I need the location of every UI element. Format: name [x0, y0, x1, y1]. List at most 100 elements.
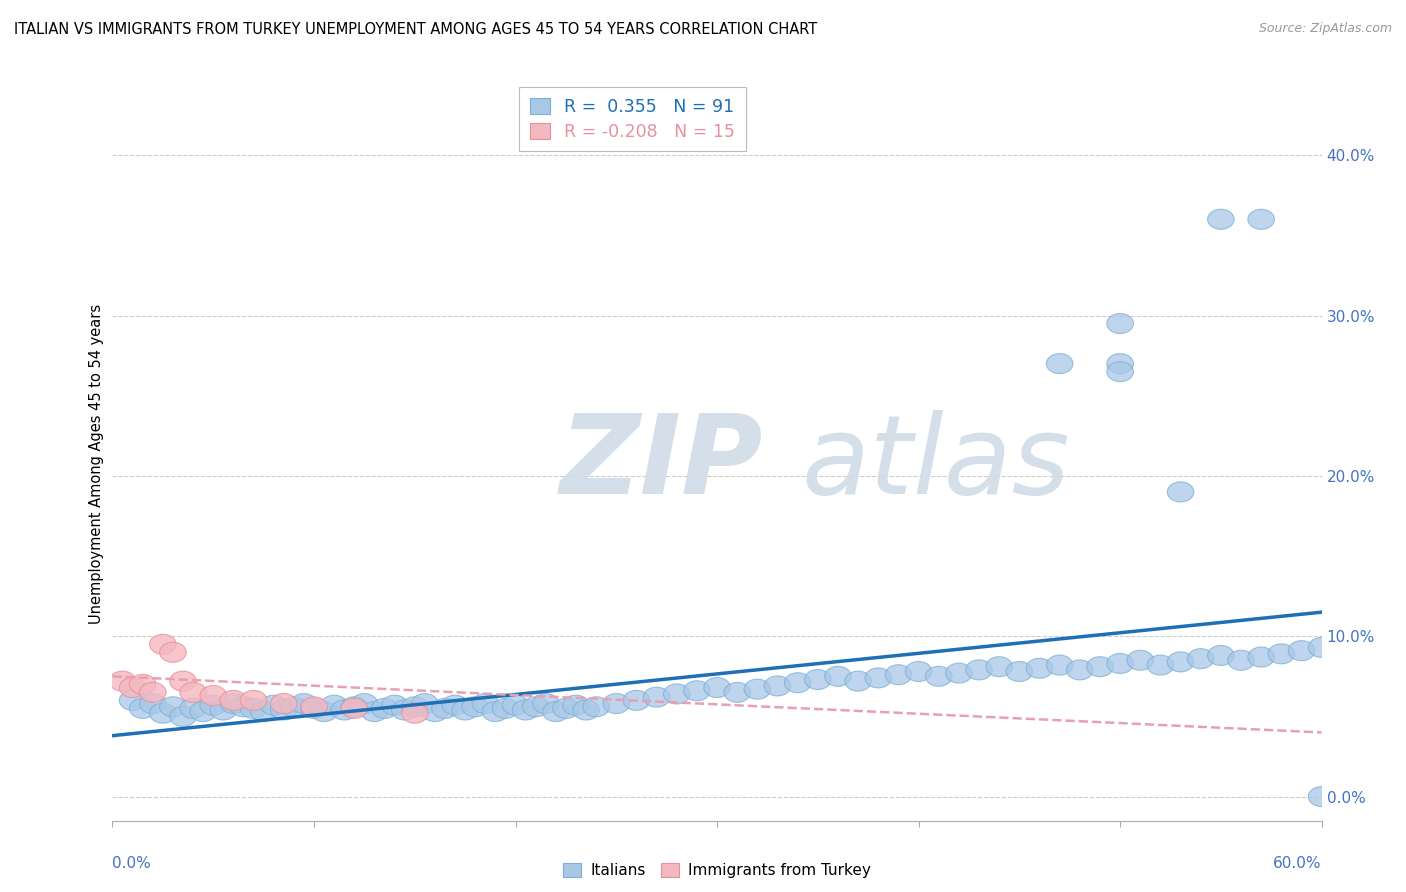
- Ellipse shape: [492, 698, 519, 718]
- Ellipse shape: [361, 702, 388, 722]
- Ellipse shape: [200, 686, 226, 706]
- Ellipse shape: [270, 694, 297, 714]
- Ellipse shape: [644, 687, 669, 707]
- Ellipse shape: [441, 695, 468, 715]
- Ellipse shape: [1227, 650, 1254, 670]
- Ellipse shape: [149, 703, 176, 723]
- Ellipse shape: [231, 697, 257, 717]
- Ellipse shape: [1309, 787, 1334, 806]
- Ellipse shape: [472, 694, 499, 714]
- Ellipse shape: [139, 682, 166, 702]
- Ellipse shape: [311, 702, 337, 722]
- Ellipse shape: [1107, 353, 1133, 374]
- Ellipse shape: [170, 671, 197, 691]
- Ellipse shape: [250, 702, 277, 722]
- Ellipse shape: [1249, 210, 1274, 229]
- Legend: Italians, Immigrants from Turkey: Italians, Immigrants from Turkey: [557, 856, 877, 884]
- Ellipse shape: [301, 698, 328, 718]
- Ellipse shape: [1268, 644, 1295, 664]
- Ellipse shape: [1107, 313, 1133, 334]
- Ellipse shape: [724, 682, 751, 702]
- Ellipse shape: [966, 660, 993, 680]
- Ellipse shape: [1309, 638, 1334, 657]
- Ellipse shape: [482, 702, 509, 722]
- Ellipse shape: [1208, 210, 1234, 229]
- Ellipse shape: [391, 700, 418, 720]
- Ellipse shape: [886, 665, 911, 685]
- Ellipse shape: [1288, 640, 1315, 661]
- Ellipse shape: [200, 695, 226, 715]
- Ellipse shape: [120, 678, 146, 698]
- Ellipse shape: [301, 697, 328, 717]
- Ellipse shape: [905, 662, 932, 681]
- Ellipse shape: [1026, 658, 1053, 678]
- Ellipse shape: [260, 695, 287, 715]
- Ellipse shape: [120, 690, 146, 710]
- Text: atlas: atlas: [801, 410, 1070, 517]
- Text: Source: ZipAtlas.com: Source: ZipAtlas.com: [1258, 22, 1392, 36]
- Ellipse shape: [1046, 655, 1073, 675]
- Ellipse shape: [240, 690, 267, 710]
- Ellipse shape: [352, 694, 378, 714]
- Ellipse shape: [1167, 652, 1194, 672]
- Y-axis label: Unemployment Among Ages 45 to 54 years: Unemployment Among Ages 45 to 54 years: [89, 304, 104, 624]
- Ellipse shape: [170, 706, 197, 726]
- Ellipse shape: [623, 690, 650, 710]
- Text: ITALIAN VS IMMIGRANTS FROM TURKEY UNEMPLOYMENT AMONG AGES 45 TO 54 YEARS CORRELA: ITALIAN VS IMMIGRANTS FROM TURKEY UNEMPL…: [14, 22, 817, 37]
- Ellipse shape: [321, 695, 347, 715]
- Ellipse shape: [946, 663, 972, 683]
- Ellipse shape: [190, 702, 217, 722]
- Ellipse shape: [139, 694, 166, 714]
- Ellipse shape: [412, 694, 439, 714]
- Text: 0.0%: 0.0%: [112, 856, 152, 871]
- Ellipse shape: [704, 678, 730, 698]
- Ellipse shape: [1067, 660, 1092, 680]
- Text: ZIP: ZIP: [560, 410, 763, 517]
- Ellipse shape: [221, 694, 246, 714]
- Ellipse shape: [553, 698, 579, 718]
- Ellipse shape: [533, 694, 560, 714]
- Ellipse shape: [562, 695, 589, 715]
- Ellipse shape: [925, 666, 952, 686]
- Ellipse shape: [463, 697, 488, 717]
- Ellipse shape: [160, 642, 186, 662]
- Ellipse shape: [1107, 654, 1133, 673]
- Ellipse shape: [683, 681, 710, 701]
- Ellipse shape: [291, 694, 318, 714]
- Ellipse shape: [221, 690, 246, 710]
- Ellipse shape: [1249, 647, 1274, 667]
- Ellipse shape: [129, 698, 156, 718]
- Ellipse shape: [402, 697, 427, 717]
- Ellipse shape: [1007, 662, 1032, 681]
- Ellipse shape: [1046, 353, 1073, 374]
- Ellipse shape: [432, 698, 458, 718]
- Ellipse shape: [664, 684, 690, 704]
- Ellipse shape: [342, 698, 367, 718]
- Ellipse shape: [342, 697, 367, 717]
- Ellipse shape: [804, 670, 831, 690]
- Ellipse shape: [330, 700, 357, 720]
- Ellipse shape: [986, 657, 1012, 677]
- Ellipse shape: [865, 668, 891, 688]
- Ellipse shape: [825, 666, 851, 686]
- Ellipse shape: [402, 703, 427, 723]
- Ellipse shape: [240, 698, 267, 718]
- Ellipse shape: [180, 698, 207, 718]
- Ellipse shape: [502, 695, 529, 715]
- Ellipse shape: [512, 700, 538, 720]
- Ellipse shape: [523, 697, 548, 717]
- Ellipse shape: [422, 702, 449, 722]
- Ellipse shape: [451, 700, 478, 720]
- Ellipse shape: [1107, 361, 1133, 382]
- Ellipse shape: [371, 698, 398, 718]
- Ellipse shape: [543, 702, 569, 722]
- Ellipse shape: [1128, 650, 1153, 670]
- Ellipse shape: [209, 700, 236, 720]
- Ellipse shape: [149, 634, 176, 654]
- Ellipse shape: [281, 697, 307, 717]
- Ellipse shape: [129, 674, 156, 694]
- Ellipse shape: [1087, 657, 1114, 677]
- Ellipse shape: [572, 700, 599, 720]
- Ellipse shape: [1167, 482, 1194, 502]
- Text: 60.0%: 60.0%: [1274, 856, 1322, 871]
